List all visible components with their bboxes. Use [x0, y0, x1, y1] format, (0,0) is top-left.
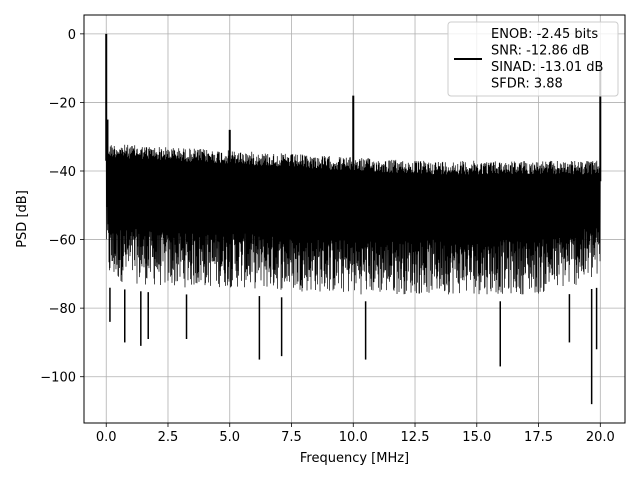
x-tick-label: 2.5 [158, 430, 179, 445]
x-tick-label: 17.5 [524, 430, 553, 445]
plot-area [105, 33, 602, 405]
axes-frame [83, 14, 626, 424]
x-tick-label: 10.0 [339, 430, 368, 445]
x-tick-label: 15.0 [462, 430, 491, 445]
legend-sfdr: SFDR: 3.88 [491, 77, 563, 92]
y-tick-label: −100 [40, 371, 76, 386]
x-axis-label: Frequency [MHz] [300, 451, 409, 466]
legend-sinad: SINAD: -13.01 dB [491, 60, 603, 75]
y-tick-label: −80 [49, 302, 76, 317]
x-tick-label: 0.0 [96, 430, 117, 445]
y-axis: 0 −20 −40 −60 −80 −100 [40, 28, 84, 386]
x-tick-label: 5.0 [219, 430, 240, 445]
y-tick-label: 0 [68, 28, 76, 43]
x-tick-label: 20.0 [586, 430, 615, 445]
x-axis: 0.0 2.5 5.0 7.5 10.0 12.5 15.0 17.5 20.0 [96, 423, 615, 445]
x-tick-label: 12.5 [401, 430, 430, 445]
legend-box [447, 21, 619, 97]
legend: ENOB: -2.45 bits SNR: -12.86 dB SINAD: -… [447, 21, 619, 97]
y-tick-label: −20 [49, 96, 76, 111]
legend-snr: SNR: -12.86 dB [491, 44, 589, 59]
x-tick-label: 7.5 [281, 430, 302, 445]
y-axis-label: PSD [dB] [15, 190, 30, 248]
legend-enob: ENOB: -2.45 bits [491, 27, 598, 42]
y-tick-label: −40 [49, 165, 76, 180]
y-tick-label: −60 [49, 234, 76, 249]
